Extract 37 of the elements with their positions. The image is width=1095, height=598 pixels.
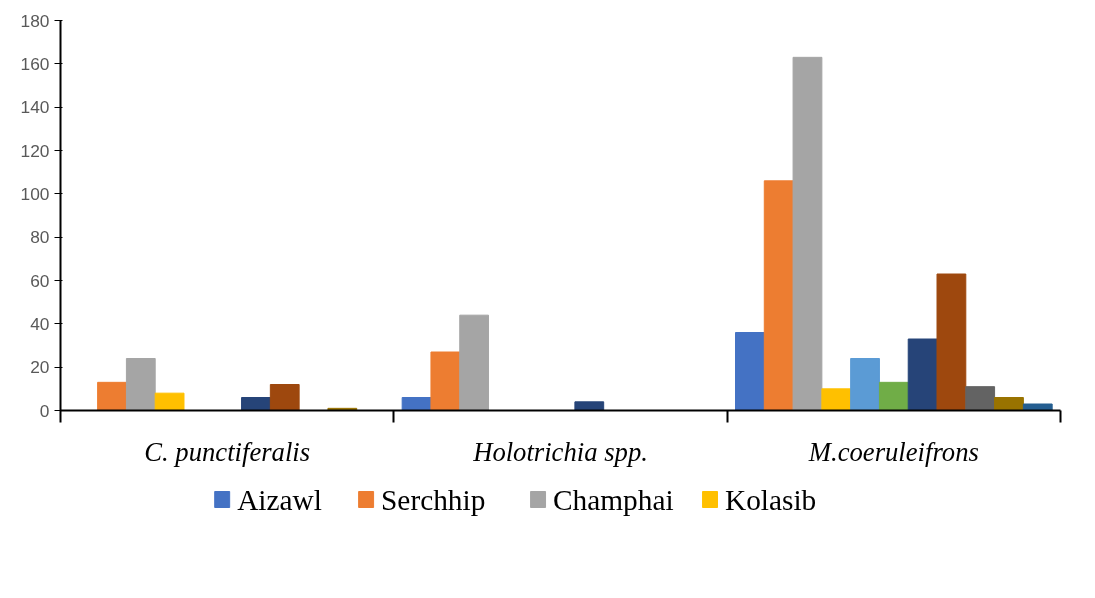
bar [850,358,880,411]
bar [401,397,432,411]
y-tick-label: 40 [30,313,50,334]
legend-label: Serchhip [381,483,486,516]
bar [735,332,765,411]
y-tick-label: 60 [30,270,50,291]
x-tick-label: M.coeruleifrons [807,436,979,467]
bar [1022,403,1053,411]
bar [792,56,823,411]
y-tick-label: 180 [20,10,50,31]
x-tick-label: Holotrichia spp. [472,436,648,467]
y-tick-label: 0 [39,400,50,421]
bar [154,392,185,411]
bar [994,397,1024,411]
y-tick-label: 80 [30,227,50,248]
legend-label: Aizawl [237,483,322,516]
y-tick-label: 20 [30,357,50,378]
bar [821,388,852,411]
bar [125,358,156,411]
bar [878,381,909,411]
bar [241,397,271,411]
bar [97,381,127,411]
x-tick-label: C. punctiferalis [144,436,311,467]
bar [936,273,967,411]
bar [430,351,461,411]
bar [763,180,794,411]
legend-label: Champhai [553,483,674,516]
y-tick-label: 160 [20,53,50,74]
bar [907,338,938,411]
bar [574,401,605,411]
bar [965,386,996,411]
legend-label: Kolasib [724,483,817,516]
y-tick-label: 120 [20,140,50,161]
bar [269,384,300,411]
y-tick-label: 100 [20,183,50,204]
y-tick-label: 140 [20,97,50,118]
bar [459,314,490,411]
